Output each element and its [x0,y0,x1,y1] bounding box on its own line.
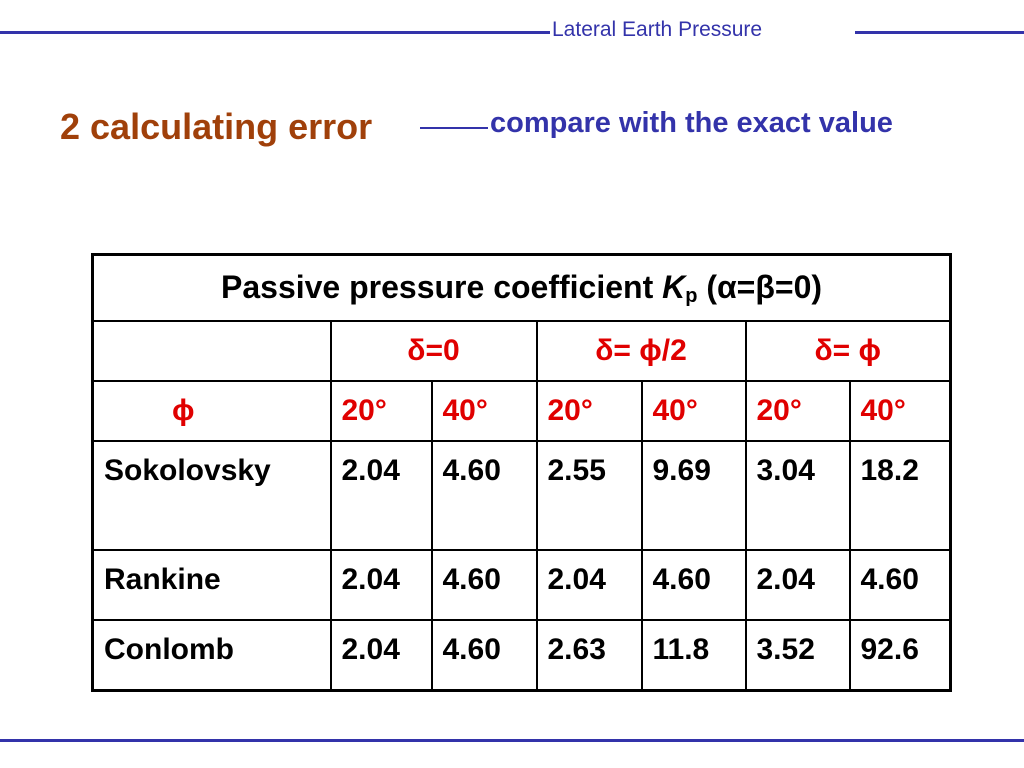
kp-comparison-table: Passive pressure coefficient Kp (α=β=0) … [91,253,953,692]
slide-title: 2 calculating error [60,106,373,147]
kp-value: 4.60 [430,619,538,692]
table-caption: Passive pressure coefficient Kp (α=β=0) [91,253,952,322]
kp-value: 3.04 [744,440,851,551]
kp-value: 11.8 [640,619,747,692]
phi-label: ϕ [91,380,332,442]
method-name: Conlomb [91,619,332,692]
phi-value: 40° [430,380,538,442]
kp-value: 2.63 [535,619,643,692]
caption-subscript: p [685,284,698,307]
caption-main: Passive pressure coefficient [221,268,663,305]
delta-header-row: δ=0 δ= ϕ/2 δ= ϕ [91,320,952,382]
caption-symbol: K [662,268,686,305]
kp-value: 2.04 [329,549,433,621]
kp-value: 2.55 [535,440,643,551]
phi-value: 40° [848,380,952,442]
delta-header-0: δ=0 [329,320,538,382]
table-row: Rankine 2.04 4.60 2.04 4.60 2.04 4.60 [91,549,952,621]
kp-value: 2.04 [744,549,851,621]
kp-value: 2.04 [329,619,433,692]
header-title: Lateral Earth Pressure [552,18,763,41]
delta-header-full: δ= ϕ [744,320,952,382]
header-rule-right [855,31,1024,34]
title-dash [420,127,488,129]
kp-value: 9.69 [640,440,747,551]
table-row: Sokolovsky 2.04 4.60 2.55 9.69 3.04 18.2 [91,440,952,551]
table-caption-row: Passive pressure coefficient Kp (α=β=0) [91,253,952,322]
kp-value: 4.60 [848,549,952,621]
phi-value: 40° [640,380,747,442]
kp-value: 4.60 [640,549,747,621]
method-name: Sokolovsky [91,440,332,551]
empty-corner-cell [91,320,332,382]
kp-value: 3.52 [744,619,851,692]
header-rule-left [0,31,550,34]
phi-value: 20° [329,380,433,442]
phi-header-row: ϕ 20° 40° 20° 40° 20° 40° [91,380,952,442]
kp-value: 92.6 [848,619,952,692]
delta-header-half: δ= ϕ/2 [535,320,747,382]
kp-value: 4.60 [430,549,538,621]
kp-value: 2.04 [329,440,433,551]
kp-value: 2.04 [535,549,643,621]
method-name: Rankine [91,549,332,621]
kp-value: 18.2 [848,440,952,551]
caption-condition: (α=β=0) [697,268,823,305]
phi-value: 20° [744,380,851,442]
slide-subtitle: compare with the exact value [490,107,893,139]
phi-value: 20° [535,380,643,442]
table-row: Conlomb 2.04 4.60 2.63 11.8 3.52 92.6 [91,619,952,692]
footer-rule [0,739,1024,742]
kp-value: 4.60 [430,440,538,551]
